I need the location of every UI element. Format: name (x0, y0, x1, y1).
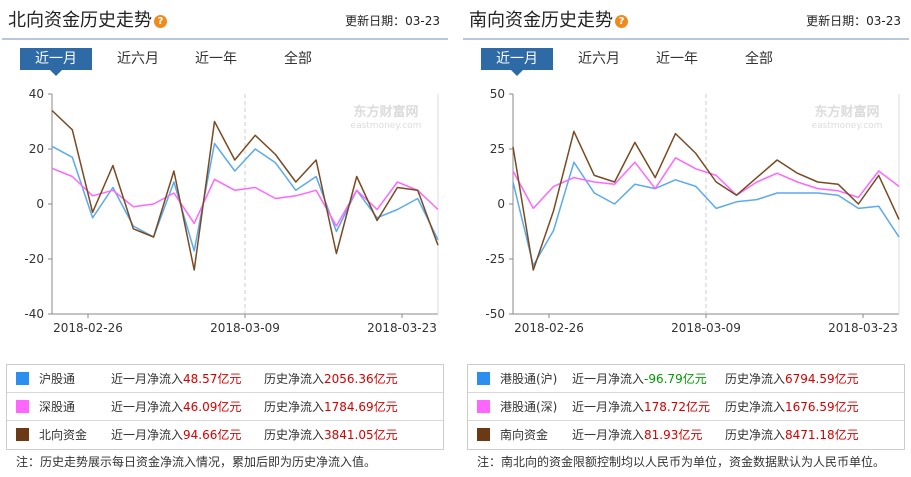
legend-swatch (16, 428, 29, 441)
series-line-0 (512, 161, 900, 267)
watermark-logo: eastmoney.com (351, 121, 422, 131)
tab-one-year[interactable]: 近一年 (195, 51, 237, 67)
tab-one-year[interactable]: 近一年 (656, 51, 698, 67)
y-tick-label: 50 (490, 87, 505, 101)
x-tick-label: 2018-03-09 (210, 321, 280, 335)
panel-header: 南向资金历史走势? 更新日期：03-23 (463, 0, 909, 40)
tab-all[interactable]: 全部 (284, 51, 312, 67)
y-tick-label: -20 (24, 252, 44, 266)
tab-active-indicator (50, 70, 62, 76)
month-label: 近一月净流入 (111, 372, 184, 386)
hist-label: 历史净流入 (725, 428, 786, 442)
y-tick-label: -25 (485, 252, 505, 266)
month-label: 近一月净流入 (572, 428, 645, 442)
legend-table: 港股通(沪) 近一月净流入-96.79亿元 历史净流入6794.59亿元 港股通… (467, 364, 905, 450)
update-date: 更新日期：03-23 (806, 14, 901, 28)
hist-value: 1784.69亿元 (324, 400, 398, 414)
footnote: 注：历史走势展示每日资金净流入情况，累加后即为历史净流入值。 (16, 455, 377, 469)
hist-value: 2056.36亿元 (324, 372, 398, 386)
series-line-1 (51, 167, 439, 227)
legend-swatch (477, 372, 490, 385)
y-tick-label: 25 (490, 142, 505, 156)
month-value: -96.79亿元 (644, 372, 707, 386)
month-value: 48.57亿元 (183, 372, 242, 386)
panel-title: 北向资金历史走势 (8, 10, 152, 31)
month-label: 近一月净流入 (111, 428, 184, 442)
watermark-logo: 东方财富网 (814, 104, 879, 120)
legend-row-hk-sh: 港股通(沪) 近一月净流入-96.79亿元 历史净流入6794.59亿元 (468, 365, 904, 393)
legend-name: 深股通 (39, 400, 76, 414)
month-value: 178.72亿元 (644, 400, 711, 414)
legend-swatch (477, 400, 490, 413)
month-value: 46.09亿元 (183, 400, 242, 414)
series-line-2 (51, 109, 439, 271)
tab-six-months[interactable]: 近六月 (578, 51, 620, 67)
legend-name: 港股通(深) (500, 400, 558, 414)
series-line-2 (512, 130, 900, 271)
legend-name: 南向资金 (500, 428, 549, 442)
help-icon[interactable]: ? (154, 14, 167, 28)
y-tick-label: 20 (29, 142, 44, 156)
watermark-logo: eastmoney.com (812, 121, 883, 131)
southbound-panel: 南向资金历史走势? 更新日期：03-23 近一月 近六月 近一年 全部 50 25… (463, 0, 909, 477)
month-value: 81.93亿元 (644, 428, 703, 442)
legend-row-hk-sz: 港股通(深) 近一月净流入178.72亿元 历史净流入1676.59亿元 (468, 393, 904, 421)
watermark-logo: 东方财富网 (353, 104, 418, 120)
y-tick-label: 0 (497, 197, 505, 211)
y-tick-label: 0 (36, 197, 44, 211)
hist-value: 6794.59亿元 (785, 372, 859, 386)
legend-row-sz: 深股通 近一月净流入46.09亿元 历史净流入1784.69亿元 (7, 393, 443, 421)
northbound-chart: 40 20 0 -20 -40 2018-02-26 2018-03-09 2018-03-2… (24, 87, 439, 335)
month-label: 近一月净流入 (572, 372, 645, 386)
month-value: 94.66亿元 (183, 428, 242, 442)
x-tick-label: 2018-03-23 (367, 321, 437, 335)
hist-label: 历史净流入 (264, 428, 325, 442)
hist-label: 历史净流入 (725, 372, 786, 386)
tab-six-months[interactable]: 近六月 (117, 51, 159, 67)
y-tick-label: -40 (24, 307, 44, 321)
legend-name: 沪股通 (39, 372, 76, 386)
hist-value: 8471.18亿元 (785, 428, 859, 442)
series-line-1 (512, 157, 900, 210)
tab-active-indicator (511, 70, 523, 76)
southbound-chart: 50 25 0 -25 -50 2018-02-26 2018-03-09 2018-03-2… (485, 87, 900, 335)
legend-swatch (16, 400, 29, 413)
y-tick-label: 40 (29, 87, 44, 101)
panel-header: 北向资金历史走势? 更新日期：03-23 (2, 0, 448, 40)
tab-all[interactable]: 全部 (745, 51, 773, 67)
panel-title: 南向资金历史走势 (469, 10, 613, 31)
legend-row-total: 北向资金 近一月净流入94.66亿元 历史净流入3841.05亿元 (7, 421, 443, 449)
x-tick-label: 2018-03-23 (828, 321, 898, 335)
hist-value: 3841.05亿元 (324, 428, 398, 442)
northbound-panel: 北向资金历史走势? 更新日期：03-23 近一月 近六月 近一年 全部 40 20… (2, 0, 448, 477)
legend-swatch (477, 428, 490, 441)
legend-table: 沪股通 近一月净流入48.57亿元 历史净流入2056.36亿元 深股通 近一月… (6, 364, 444, 450)
x-tick-label: 2018-03-09 (671, 321, 741, 335)
x-tick-label: 2018-02-26 (514, 321, 584, 335)
legend-swatch (16, 372, 29, 385)
update-date: 更新日期：03-23 (345, 14, 440, 28)
month-label: 近一月净流入 (111, 400, 184, 414)
legend-row-sh: 沪股通 近一月净流入48.57亿元 历史净流入2056.36亿元 (7, 365, 443, 393)
legend-name: 港股通(沪) (500, 372, 558, 386)
month-label: 近一月净流入 (572, 400, 645, 414)
hist-label: 历史净流入 (264, 372, 325, 386)
y-tick-label: -50 (485, 307, 505, 321)
hist-label: 历史净流入 (725, 400, 786, 414)
hist-label: 历史净流入 (264, 400, 325, 414)
x-tick-label: 2018-02-26 (53, 321, 123, 335)
help-icon[interactable]: ? (615, 14, 628, 28)
hist-value: 1676.59亿元 (785, 400, 859, 414)
tab-one-month[interactable]: 近一月 (20, 48, 92, 70)
legend-name: 北向资金 (39, 428, 88, 442)
legend-row-south-total: 南向资金 近一月净流入81.93亿元 历史净流入8471.18亿元 (468, 421, 904, 449)
tab-one-month[interactable]: 近一月 (481, 48, 553, 70)
footnote: 注：南北向的资金限额控制均以人民币为单位，资金数据默认为人民币单位。 (477, 455, 886, 469)
